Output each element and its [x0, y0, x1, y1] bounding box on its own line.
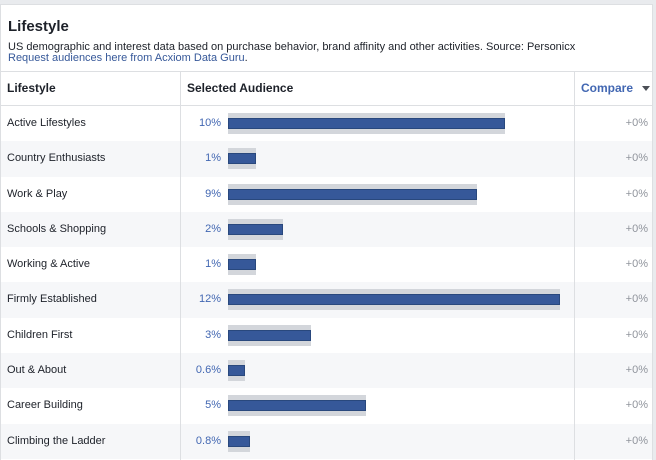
- section-description: US demographic and interest data based o…: [8, 41, 576, 53]
- table-header: Lifestyle Selected Audience Compare: [1, 71, 652, 106]
- table-row: Children First 3% +0%: [1, 318, 652, 353]
- table-row: Out & About 0.6% +0%: [1, 353, 652, 389]
- lifestyle-name: Children First: [7, 328, 73, 341]
- table-row: Work & Play 9% +0%: [1, 177, 652, 212]
- lifestyle-name: Country Enthusiasts: [7, 152, 106, 165]
- audience-bar: [228, 365, 245, 377]
- table-row: Climbing the Ladder 0.8% +0%: [1, 423, 652, 459]
- compare-value: +0%: [625, 222, 648, 235]
- audience-bar: [228, 329, 311, 341]
- compare-value: +0%: [625, 434, 648, 447]
- compare-value: +0%: [625, 187, 648, 200]
- audience-percentage: 12%: [198, 293, 221, 306]
- compare-label: Compare: [581, 81, 634, 95]
- lifestyle-name: Schools & Shopping: [7, 222, 107, 235]
- compare-value: +0%: [625, 293, 648, 306]
- audience-percentage: 9%: [205, 187, 221, 200]
- audience-bar: [228, 188, 477, 200]
- audience-percentage: 0.8%: [195, 434, 221, 447]
- compare-dropdown[interactable]: Compare: [581, 72, 651, 105]
- audience-percentage: 3%: [205, 328, 221, 341]
- audience-percentage: 1%: [205, 258, 221, 271]
- lifestyle-name: Work & Play: [7, 187, 68, 200]
- table-row: Country Enthusiasts 1% +0%: [1, 141, 652, 177]
- table-row: Career Building 5% +0%: [1, 388, 652, 423]
- lifestyle-name: Firmly Established: [7, 293, 97, 306]
- lifestyle-name: Career Building: [7, 399, 83, 412]
- link-suffix: .: [244, 52, 248, 64]
- lifestyle-panel: Lifestyle US demographic and interest da…: [0, 4, 653, 460]
- column-header-selected-audience: Selected Audience: [187, 81, 294, 95]
- audience-percentage: 1%: [205, 152, 221, 165]
- compare-value: +0%: [625, 399, 648, 412]
- caret-down-icon: [642, 86, 651, 92]
- column-divider: [180, 71, 181, 460]
- audience-percentage: 10%: [198, 117, 221, 129]
- audience-bar: [228, 153, 256, 165]
- compare-value: +0%: [625, 258, 648, 271]
- audience-percentage: 0.6%: [195, 364, 221, 377]
- request-audiences-link[interactable]: Request audiences here from Acxiom Data …: [8, 52, 245, 64]
- column-header-lifestyle: Lifestyle: [7, 81, 56, 95]
- audience-bar: [228, 223, 284, 235]
- table-row: Firmly Established 12% +0%: [1, 282, 652, 318]
- lifestyle-name: Working & Active: [7, 258, 90, 271]
- lifestyle-name: Active Lifestyles: [7, 117, 86, 129]
- lifestyle-table-body: Active Lifestyles 10% +0% Country Enthusias…: [1, 106, 652, 459]
- audience-bar: [228, 435, 251, 447]
- description-link-line: Request audiences here from Acxiom Data …: [8, 53, 652, 64]
- audience-bar: [228, 259, 256, 271]
- section-header: Lifestyle US demographic and interest da…: [1, 5, 652, 71]
- compare-value: +0%: [625, 152, 648, 165]
- column-divider: [574, 71, 575, 460]
- compare-value: +0%: [625, 117, 648, 129]
- audience-percentage: 2%: [205, 222, 221, 235]
- compare-value: +0%: [625, 364, 648, 377]
- table-row: Active Lifestyles 10% +0%: [1, 106, 652, 141]
- audience-bar: [228, 118, 505, 129]
- lifestyle-name: Climbing the Ladder: [7, 434, 106, 447]
- lifestyle-name: Out & About: [7, 364, 67, 377]
- table-row: Schools & Shopping 2% +0%: [1, 211, 652, 248]
- audience-bar: [228, 294, 560, 306]
- audience-bar: [228, 400, 367, 412]
- compare-value: +0%: [625, 328, 648, 341]
- audience-percentage: 5%: [205, 399, 221, 412]
- table-row: Working & Active 1% +0%: [1, 247, 652, 282]
- section-title: Lifestyle: [8, 18, 69, 35]
